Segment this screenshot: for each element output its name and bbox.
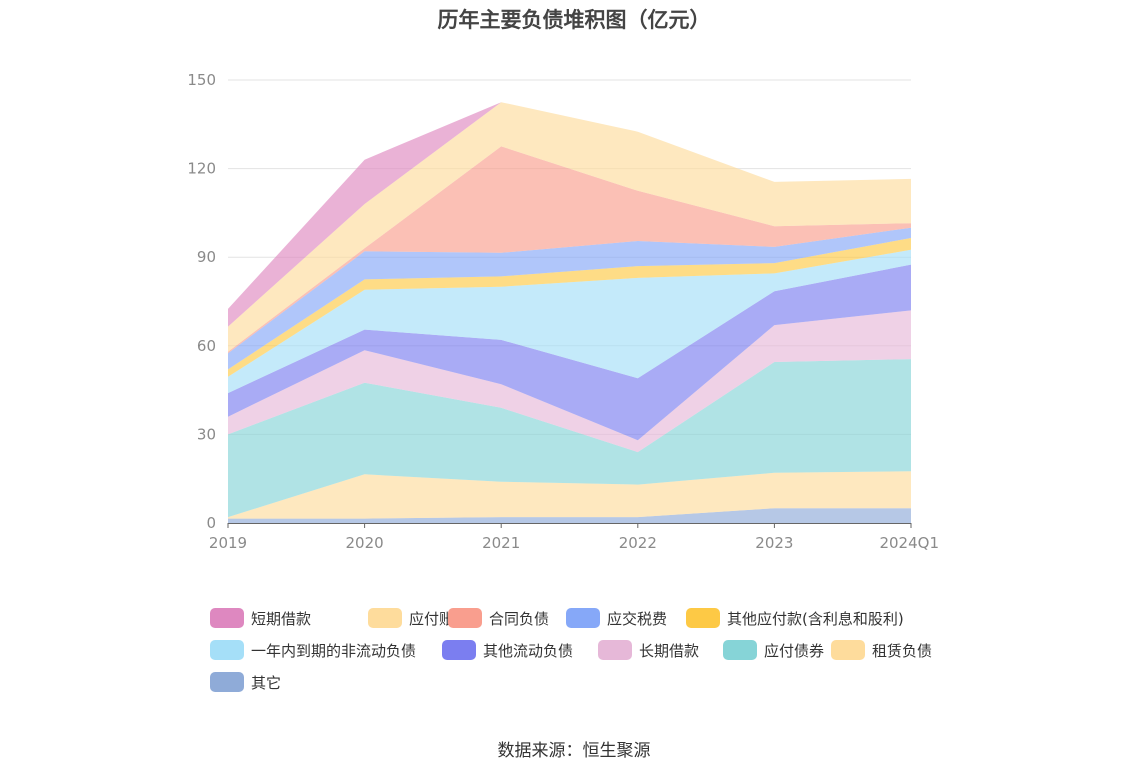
legend-label: 其它 — [251, 673, 282, 692]
legend-label: 一年内到期的非流动负债 — [251, 641, 417, 660]
legend-item[interactable]: 短期借款 — [210, 606, 311, 630]
y-tick-label: 30 — [197, 425, 216, 443]
legend-swatch — [598, 640, 632, 660]
legend-label: 应交税费 — [607, 609, 668, 628]
area-series-5 — [228, 249, 911, 394]
x-tick-label: 2020 — [346, 534, 384, 552]
x-tick-label: 2022 — [619, 534, 657, 552]
legend-item[interactable]: 应付债券 — [723, 638, 824, 662]
legend-item[interactable]: 其他应付款(含利息和股利) — [686, 606, 904, 630]
legend-swatch — [448, 608, 482, 628]
area-series-8 — [228, 146, 911, 354]
legend-label: 短期借款 — [251, 609, 312, 628]
y-tick-label: 120 — [187, 160, 216, 178]
legend-item[interactable]: 其它 — [210, 670, 281, 694]
source-note: 数据来源：恒生聚源 — [497, 741, 651, 761]
area-series-1 — [228, 471, 911, 519]
legend-item[interactable]: 其他流动负债 — [442, 638, 573, 662]
legend-label: 长期借款 — [639, 641, 700, 660]
y-tick-label: 150 — [187, 71, 216, 89]
legend-swatch — [210, 608, 244, 628]
area-series-10 — [228, 102, 911, 327]
area-series-0 — [228, 508, 911, 523]
legend-label: 其他流动负债 — [483, 641, 574, 660]
area-series-3 — [228, 310, 911, 453]
legend-item[interactable]: 一年内到期的非流动负债 — [210, 638, 416, 662]
area-series-2 — [228, 359, 911, 518]
legend-item[interactable]: 合同负债 — [448, 606, 549, 630]
x-tick-label: 2024Q1 — [879, 534, 939, 552]
legend-swatch — [686, 608, 720, 628]
area-series-9 — [228, 102, 911, 352]
legend-item[interactable]: 租赁负债 — [831, 638, 932, 662]
legend-label: 租赁负债 — [872, 641, 933, 660]
legend-item[interactable]: 应交税费 — [566, 606, 667, 630]
chart-title: 历年主要负债堆积图（亿元） — [437, 8, 711, 32]
legend-swatch — [442, 640, 476, 660]
legend-swatch — [210, 672, 244, 692]
legend-label: 合同负债 — [489, 609, 550, 628]
x-tick-label: 2021 — [482, 534, 520, 552]
legend-label: 应付债券 — [764, 641, 825, 660]
x-tick-label: 2019 — [209, 534, 247, 552]
area-series-6 — [228, 238, 911, 377]
area-series-4 — [228, 264, 911, 441]
area-series-7 — [228, 227, 911, 370]
legend-swatch — [566, 608, 600, 628]
x-tick-label: 2023 — [755, 534, 793, 552]
legend-swatch — [831, 640, 865, 660]
y-tick-label: 60 — [197, 337, 216, 355]
legend-swatch — [368, 608, 402, 628]
stacked-area-chart: 0 30 60 90 120 150 2019 2020 2021 2022 2023 2024Q1 — [187, 71, 939, 552]
y-tick-label: 0 — [206, 514, 216, 532]
legend-swatch — [210, 640, 244, 660]
legend-item[interactable]: 长期借款 — [598, 638, 699, 662]
y-tick-label: 90 — [197, 248, 216, 266]
legend-swatch — [723, 640, 757, 660]
legend-label: 其他应付款(含利息和股利) — [727, 609, 904, 628]
